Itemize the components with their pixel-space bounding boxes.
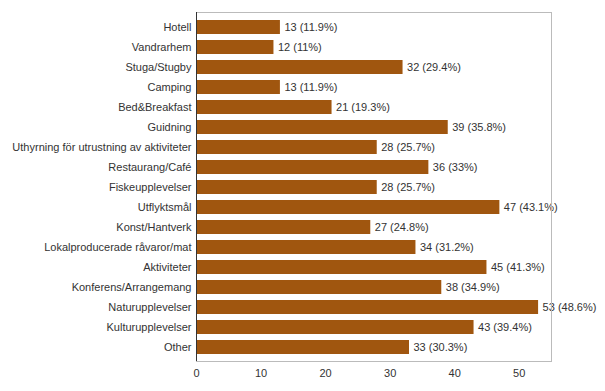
svg-text:0: 0 <box>193 367 199 379</box>
svg-text:Restaurang/Café: Restaurang/Café <box>108 161 191 173</box>
svg-text:Kulturupplevelser: Kulturupplevelser <box>107 321 192 333</box>
svg-text:Utflyktsmål: Utflyktsmål <box>138 201 192 213</box>
svg-text:39 (35.8%): 39 (35.8%) <box>452 121 506 133</box>
svg-text:13 (11.9%): 13 (11.9%) <box>284 81 337 93</box>
svg-text:Naturupplevelser: Naturupplevelser <box>108 301 191 313</box>
svg-text:21 (19.3%): 21 (19.3%) <box>336 101 390 113</box>
svg-text:27 (24.8%): 27 (24.8%) <box>375 221 429 233</box>
svg-text:36 (33%): 36 (33%) <box>433 161 478 173</box>
svg-text:Camping: Camping <box>147 81 191 93</box>
svg-text:Guidning: Guidning <box>147 121 191 133</box>
svg-text:Lokalproducerade råvaror/mat: Lokalproducerade råvaror/mat <box>44 241 191 253</box>
svg-text:Vandrarhem: Vandrarhem <box>132 41 192 53</box>
svg-text:53 (48.6%): 53 (48.6%) <box>543 301 597 313</box>
svg-text:13 (11.9%): 13 (11.9%) <box>284 21 337 33</box>
svg-text:20: 20 <box>319 367 331 379</box>
svg-text:12 (11%): 12 (11%) <box>278 41 322 53</box>
svg-text:33 (30.3%): 33 (30.3%) <box>414 341 468 353</box>
svg-text:50: 50 <box>513 367 525 379</box>
svg-text:28 (25.7%): 28 (25.7%) <box>381 181 435 193</box>
svg-text:10: 10 <box>255 367 267 379</box>
svg-text:Bed&Breakfast: Bed&Breakfast <box>118 101 191 113</box>
svg-text:38 (34.9%): 38 (34.9%) <box>446 281 500 293</box>
svg-text:Other: Other <box>164 341 192 353</box>
svg-text:34 (31.2%): 34 (31.2%) <box>420 241 474 253</box>
svg-text:43 (39.4%): 43 (39.4%) <box>478 321 532 333</box>
svg-text:Uthyrning för utrustning av ak: Uthyrning för utrustning av aktiviteter <box>12 141 191 153</box>
svg-text:45 (41.3%): 45 (41.3%) <box>491 261 545 273</box>
svg-text:Konferens/Arrangemang: Konferens/Arrangemang <box>72 281 192 293</box>
svg-text:47 (43.1%): 47 (43.1%) <box>504 201 558 213</box>
svg-text:Hotell: Hotell <box>163 21 191 33</box>
svg-text:Aktiviteter: Aktiviteter <box>143 261 192 273</box>
svg-text:Konst/Hantverk: Konst/Hantverk <box>116 221 192 233</box>
svg-text:28 (25.7%): 28 (25.7%) <box>381 141 435 153</box>
svg-text:Stuga/Stugby: Stuga/Stugby <box>125 61 192 73</box>
svg-text:32 (29.4%): 32 (29.4%) <box>407 61 461 73</box>
svg-text:Fiskeupplevelser: Fiskeupplevelser <box>109 181 192 193</box>
svg-text:30: 30 <box>384 367 396 379</box>
svg-text:40: 40 <box>449 367 461 379</box>
